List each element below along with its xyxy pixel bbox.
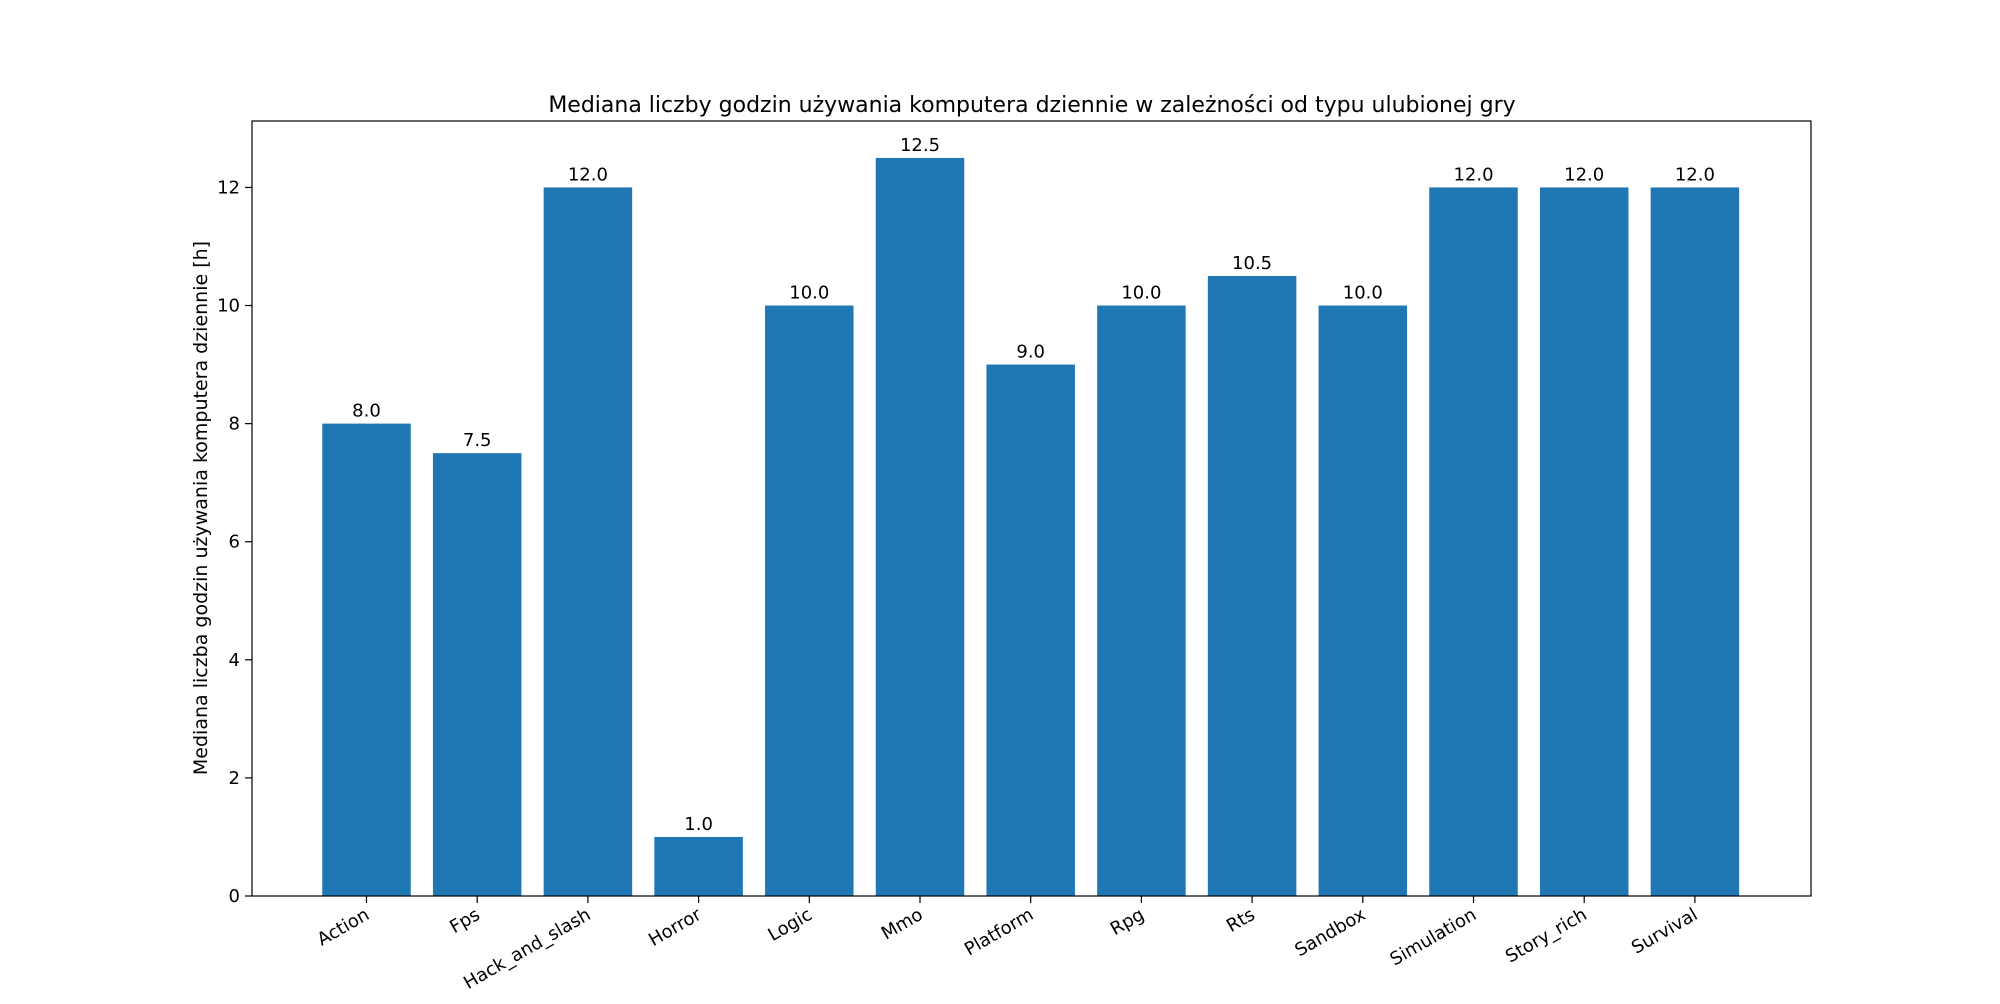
bar (543, 187, 633, 896)
chart-title: Mediana liczby godzin używania komputera… (548, 93, 1515, 118)
bar-value-label: 8.0 (352, 401, 381, 422)
x-tick-label: Rpg (1107, 904, 1148, 940)
bar-value-label: 12.5 (900, 135, 940, 156)
x-tick-label: Action (314, 904, 373, 950)
bar (875, 157, 965, 896)
bar-value-label: 12.0 (1564, 164, 1604, 185)
x-tick-label: Fps (446, 904, 483, 938)
x-tick-label: Story_rich (1502, 904, 1591, 967)
bar-value-label: 9.0 (1016, 342, 1045, 363)
bar (654, 836, 743, 896)
x-tick-label: Survival (1628, 904, 1701, 958)
bar (1539, 187, 1629, 896)
y-tick-label: 8 (229, 414, 240, 435)
bar-value-label: 12.0 (568, 164, 608, 185)
x-tick-label: Simulation (1386, 904, 1480, 970)
x-tick-label: Sandbox (1291, 904, 1369, 961)
bar-value-label: 10.0 (1343, 283, 1383, 304)
bar (322, 423, 411, 896)
bar-value-label: 10.5 (1232, 253, 1272, 274)
x-tick-label: Horror (645, 904, 705, 951)
y-tick-label: 12 (217, 177, 240, 198)
bar (1097, 305, 1186, 896)
bar-value-label: 10.0 (789, 283, 829, 304)
x-tick-label: Logic (765, 904, 816, 946)
bar (1318, 305, 1408, 896)
y-tick-label: 0 (229, 886, 240, 907)
bar-value-label: 12.0 (1675, 164, 1715, 185)
x-tick-label: Rts (1223, 904, 1259, 937)
bar (765, 305, 854, 896)
x-tick-label: Mmo (878, 904, 927, 944)
plot-frame (251, 120, 1812, 897)
bar-value-label: 10.0 (1121, 283, 1161, 304)
bar (1429, 187, 1518, 896)
y-tick-label: 2 (229, 768, 240, 789)
x-tick-label: Platform (961, 904, 1037, 960)
bar (432, 453, 522, 896)
bar-value-label: 12.0 (1453, 164, 1493, 185)
plot-area: 8.0 7.5 12.0 1.0 10.0 12.5 9.0 10.0 10.5 10.0 12.0… (217, 120, 1812, 994)
y-axis-label: Mediana liczba godzin używania komputera… (190, 241, 212, 775)
bar-value-label: 1.0 (684, 814, 713, 835)
bar (1207, 276, 1297, 896)
y-tick-label: 6 (229, 532, 240, 553)
bar-value-label: 7.5 (463, 430, 492, 451)
y-tick-label: 4 (229, 650, 240, 671)
bar (1650, 187, 1740, 896)
y-tick-label: 10 (217, 296, 240, 317)
bar (986, 364, 1075, 896)
